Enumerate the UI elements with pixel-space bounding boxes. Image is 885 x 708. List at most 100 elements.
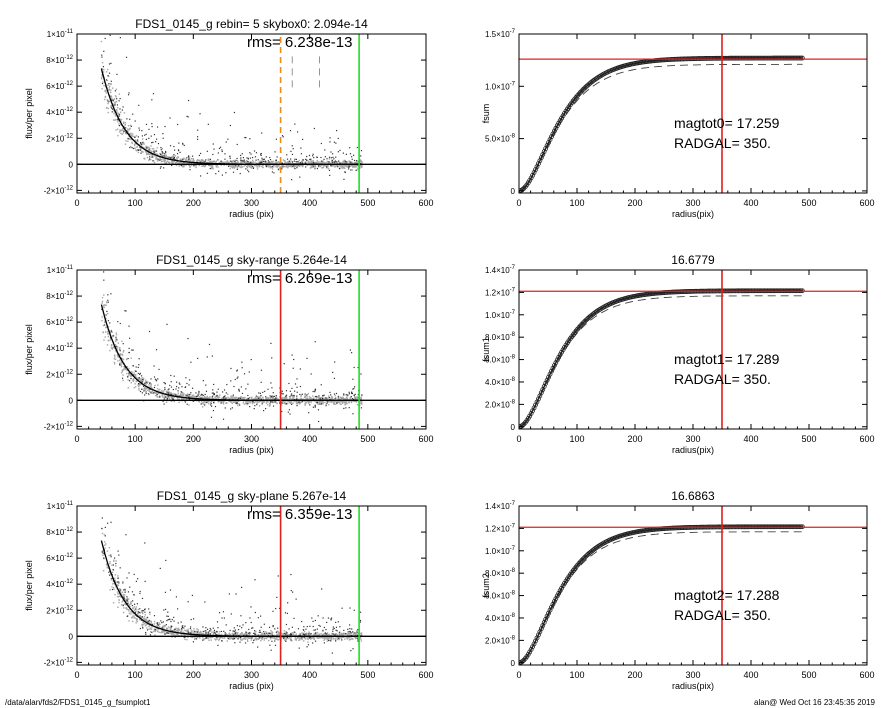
scatter-point (245, 137, 247, 139)
scatter-point (226, 640, 229, 642)
scatter-point (193, 632, 195, 634)
scatter-point (306, 159, 308, 161)
scatter-point (303, 632, 305, 635)
scatter-point (151, 390, 153, 392)
scatter-point (354, 397, 356, 399)
scatter-point (269, 167, 272, 169)
scatter-point (255, 152, 258, 154)
scatter-point (190, 392, 192, 394)
scatter-point (203, 161, 205, 164)
scatter-point (307, 402, 310, 405)
scatter-point (152, 93, 155, 95)
scatter-point (116, 584, 118, 586)
scatter-point (170, 157, 172, 159)
scatter-point (266, 164, 268, 166)
fsum-point (530, 172, 536, 178)
scatter-point (230, 380, 232, 382)
scatter-point (172, 160, 174, 162)
scatter-point (102, 304, 105, 307)
scatter-point (148, 147, 150, 149)
scatter-point (287, 160, 290, 163)
plot-area (77, 264, 426, 429)
scatter-point (293, 160, 295, 162)
scatter-point (141, 146, 144, 148)
scatter-point (206, 631, 208, 634)
scatter-point (299, 385, 302, 388)
scatter-point (286, 633, 288, 635)
scatter-point (178, 382, 180, 384)
scatter-point (247, 157, 249, 160)
scatter-point (122, 343, 124, 345)
scatter-point (122, 128, 124, 131)
scatter-point (124, 367, 126, 369)
scatter-point (165, 161, 167, 164)
scatter-point (244, 638, 247, 640)
scatter-point (285, 396, 287, 398)
scatter-point (102, 264, 103, 265)
scatter-point (227, 165, 230, 167)
scatter-point (312, 155, 314, 157)
scatter-point (246, 166, 249, 169)
scatter-point (223, 396, 225, 398)
scatter-point (304, 404, 306, 406)
scatter-point (256, 166, 259, 168)
scatter-point (110, 83, 112, 85)
scatter-point (298, 398, 300, 401)
y-axis-label: flux/per pixel (24, 324, 34, 375)
scatter-point (135, 380, 137, 383)
scatter-point (209, 162, 212, 164)
scatter-point (251, 397, 253, 400)
scatter-point (354, 636, 356, 638)
scatter-point (268, 636, 270, 638)
scatter-point (141, 150, 143, 153)
scatter-point (285, 630, 287, 633)
scatter-point (130, 377, 132, 380)
scatter-point (326, 160, 329, 163)
scatter-point (123, 597, 125, 600)
scatter-point (114, 340, 117, 343)
scatter-point (135, 385, 137, 388)
scatter-point (314, 400, 316, 402)
scatter-point (255, 162, 258, 165)
scatter-point (121, 369, 124, 371)
scatter-point (313, 166, 316, 168)
scatter-point (261, 632, 263, 634)
scatter-point (140, 380, 142, 382)
scatter-point (177, 149, 180, 151)
scatter-point (347, 634, 349, 636)
scatter-point (210, 416, 213, 418)
fsum-point (557, 352, 563, 358)
scatter-point (114, 356, 116, 358)
scatter-point (159, 623, 161, 626)
scatter-point (216, 638, 218, 640)
scatter-point (201, 393, 203, 396)
scatter-point (148, 330, 151, 333)
scatter-point (354, 637, 357, 640)
scatter-point (305, 398, 308, 400)
scatter-point (146, 153, 148, 155)
scatter-point (290, 401, 292, 404)
scatter-point (290, 166, 293, 168)
scatter-point (163, 398, 165, 400)
scatter-point (282, 164, 284, 166)
scatter-point (189, 160, 191, 162)
scatter-point (292, 402, 294, 404)
scatter-point (150, 392, 152, 394)
scatter-point (318, 637, 320, 639)
scatter-point (177, 150, 180, 152)
scatter-point (248, 161, 250, 163)
scatter-point (112, 346, 115, 348)
scatter-point (190, 157, 193, 160)
scatter-point (337, 151, 339, 153)
scatter-point (151, 125, 153, 128)
scatter-point (130, 125, 132, 127)
scatter-point (264, 637, 266, 639)
scatter-point (164, 159, 167, 162)
scatter-point (240, 162, 242, 164)
scatter-point (341, 161, 343, 164)
scatter-point (342, 167, 344, 170)
scatter-point (260, 369, 263, 371)
scatter-point (116, 339, 118, 341)
scatter-point (121, 354, 124, 356)
scatter-point (245, 401, 247, 403)
